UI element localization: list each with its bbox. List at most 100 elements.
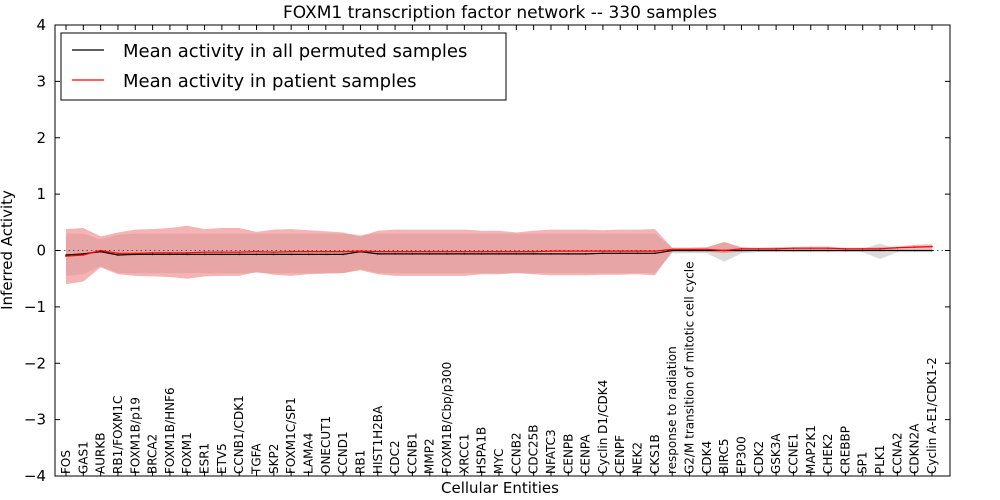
point-patient <box>325 250 327 253</box>
point-patient <box>290 250 293 253</box>
x-tick-label: FOXM1 <box>180 432 194 474</box>
y-tick-label: 1 <box>36 185 46 203</box>
point-patient <box>810 247 812 249</box>
y-tick-label: −2 <box>24 354 46 372</box>
point-patient <box>532 250 535 253</box>
point-patient <box>359 250 362 252</box>
x-tick-label: GSK3A <box>769 433 783 474</box>
x-tick-label: CCNE1 <box>786 433 800 474</box>
x-tick-label: EP300 <box>735 436 749 474</box>
y-axis: −4 −3 −2 −1 0 1 2 3 4 <box>24 16 950 485</box>
point-patient <box>619 250 621 252</box>
point-permuted <box>636 252 639 255</box>
point-patient <box>307 250 310 253</box>
point-patient <box>411 250 414 253</box>
point-permuted <box>325 253 327 256</box>
point-permuted <box>532 253 535 255</box>
point-permuted <box>273 253 275 256</box>
point-patient <box>169 252 171 254</box>
point-patient <box>394 250 396 253</box>
x-tick-label: RB1/FOXM1C <box>111 396 125 474</box>
x-tick-label: CENPB <box>561 434 575 474</box>
point-patient <box>913 246 916 248</box>
point-patient <box>654 250 656 252</box>
point-patient <box>740 248 743 250</box>
x-tick-label: ESR1 <box>198 443 212 474</box>
point-patient <box>221 251 223 253</box>
point-patient <box>498 250 500 253</box>
point-patient <box>567 250 570 252</box>
point-patient <box>775 248 777 250</box>
x-tick-label: response to radiation <box>665 346 679 474</box>
y-tick-label: −4 <box>24 467 46 485</box>
point-permuted <box>792 249 795 252</box>
point-patient <box>446 250 448 253</box>
point-patient <box>342 250 344 253</box>
x-tick-label: RB1 <box>353 450 367 474</box>
point-patient <box>636 250 639 252</box>
point-permuted <box>498 253 500 255</box>
x-tick-label: LAMA4 <box>302 433 316 474</box>
point-patient <box>879 248 881 250</box>
x-tick-label: ETV5 <box>215 443 229 474</box>
point-patient <box>186 252 188 254</box>
legend: Mean activity in all permuted samples Me… <box>60 32 507 101</box>
point-patient <box>723 249 725 252</box>
point-permuted <box>203 253 206 256</box>
point-permuted <box>584 253 587 255</box>
x-tick-label: CDC2 <box>388 440 402 474</box>
x-tick-label: Cyclin A-E1/CDK1-2 <box>925 357 939 474</box>
x-tick-label: PLK1 <box>873 445 887 474</box>
point-patient <box>861 248 864 250</box>
x-axis-label: Cellular Entities <box>441 479 559 497</box>
point-permuted <box>567 253 570 255</box>
x-tick-label: CCNB1 <box>405 432 419 474</box>
point-patient <box>134 252 137 255</box>
point-patient <box>671 248 673 251</box>
point-permuted <box>463 253 466 255</box>
point-patient <box>377 250 379 253</box>
x-tick-label: G2/M transition of mitotic cell cycle <box>683 261 697 474</box>
x-tick-label: HSPA1B <box>475 427 489 474</box>
point-patient <box>896 246 899 249</box>
x-tick-label: BRCA2 <box>146 434 160 474</box>
x-tick-label: CKS1B <box>648 434 662 474</box>
x-tick-label: CCND1 <box>336 431 350 474</box>
point-permuted <box>377 253 379 255</box>
point-permuted <box>827 249 829 252</box>
x-tick-label: CENPA <box>579 434 593 474</box>
point-patient <box>602 250 604 252</box>
point-permuted <box>758 249 760 252</box>
x-tick-label: FOXM1C/SP1 <box>284 397 298 474</box>
point-permuted <box>480 253 483 255</box>
y-tick-label: 2 <box>36 129 46 147</box>
point-permuted <box>307 253 310 256</box>
x-tick-label: MMP2 <box>423 438 437 474</box>
point-patient <box>65 255 67 257</box>
x-tick-label: SP1 <box>856 452 870 475</box>
point-permuted <box>706 249 708 252</box>
x-tick-label: SKP2 <box>267 444 281 474</box>
plot-area <box>55 225 950 285</box>
x-axis: FOS GAS1 AURKB RB1/FOXM1C FOXM1B/p19 BRCA2 FOX… <box>59 25 939 476</box>
x-tick-label: CHEK2 <box>821 434 835 475</box>
point-permuted <box>740 249 743 252</box>
point-permuted <box>221 253 223 256</box>
point-permuted <box>169 253 171 256</box>
legend-label-patient: Mean activity in patient samples <box>123 71 417 92</box>
point-permuted <box>151 253 154 256</box>
x-tick-label: GAS1 <box>76 441 90 474</box>
x-tick-label: MYC <box>492 449 506 474</box>
x-tick-label: MAP2K1 <box>804 425 818 474</box>
point-permuted <box>428 253 431 255</box>
point-permuted <box>861 249 864 252</box>
x-tick-label: CENPF <box>613 435 627 474</box>
x-tick-label: CDK4 <box>700 441 714 474</box>
point-patient <box>827 247 829 249</box>
point-permuted <box>688 249 691 252</box>
x-tick-label: BIRC5 <box>717 438 731 474</box>
x-tick-label: CDC25B <box>527 425 541 475</box>
point-permuted <box>515 253 518 255</box>
point-patient <box>238 251 240 253</box>
point-permuted <box>931 249 933 252</box>
